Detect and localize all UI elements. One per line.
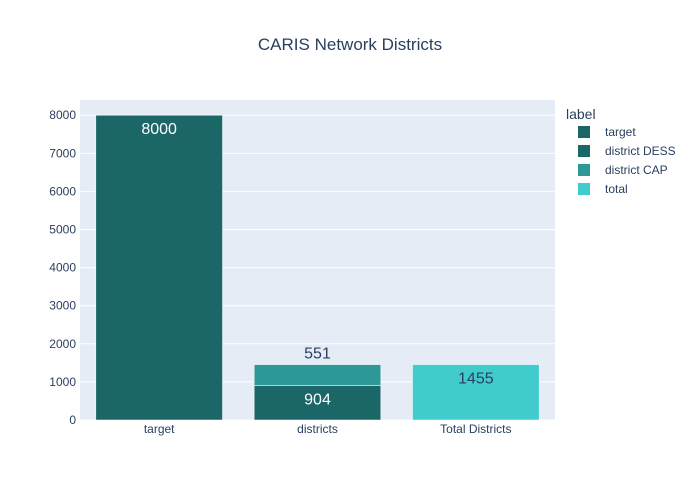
data-label: 904: [304, 392, 331, 409]
chart-title: CARIS Network Districts: [258, 35, 442, 54]
legend-item-label[interactable]: total: [605, 182, 628, 196]
y-axis-ticks: 0 1000 2000 3000 4000 5000 6000 7000 8000: [49, 108, 76, 427]
x-axis-ticks: target districts Total Districts: [144, 422, 512, 436]
legend-item-label[interactable]: district CAP: [605, 163, 668, 177]
data-label: 1455: [458, 371, 494, 388]
y-tick-label: 6000: [49, 184, 76, 198]
y-tick-label: 4000: [49, 261, 76, 275]
legend-swatch[interactable]: [578, 164, 590, 176]
x-tick-label: districts: [297, 422, 338, 436]
bar: [95, 114, 223, 421]
bar: [412, 364, 540, 421]
data-labels: 8000 904 551 1455: [141, 121, 493, 408]
bar: [253, 385, 382, 421]
legend-item-label[interactable]: target: [605, 125, 636, 139]
legend-title: label: [566, 106, 596, 122]
data-label: 8000: [141, 121, 177, 138]
y-tick-label: 0: [69, 413, 76, 427]
y-tick-label: 7000: [49, 146, 76, 160]
y-tick-label: 1000: [49, 375, 76, 389]
legend: label target district DESS district CAP tot…: [566, 106, 676, 196]
legend-item-label[interactable]: district DESS: [605, 144, 676, 158]
y-tick-label: 2000: [49, 337, 76, 351]
y-tick-label: 3000: [49, 299, 76, 313]
bars: [95, 114, 540, 421]
legend-swatch[interactable]: [578, 126, 590, 138]
x-tick-label: Total Districts: [440, 422, 511, 436]
legend-swatch[interactable]: [578, 183, 590, 195]
bar: [253, 364, 382, 386]
y-tick-label: 8000: [49, 108, 76, 122]
x-tick-label: target: [144, 422, 175, 436]
legend-swatch[interactable]: [578, 145, 590, 157]
y-tick-label: 5000: [49, 223, 76, 237]
data-label: 551: [304, 346, 331, 363]
